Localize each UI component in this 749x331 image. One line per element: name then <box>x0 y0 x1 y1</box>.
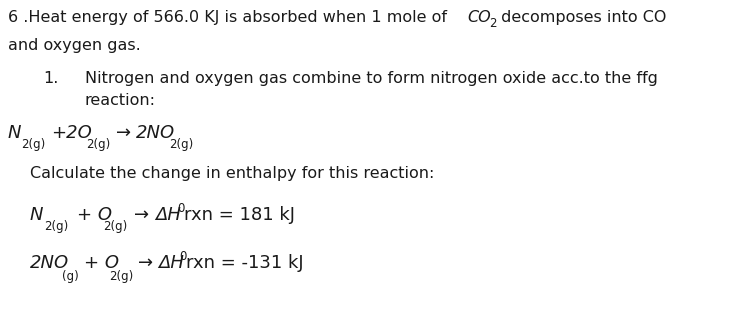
Text: 1.: 1. <box>43 71 58 86</box>
Text: reaction:: reaction: <box>85 93 156 108</box>
Text: + O: + O <box>77 206 112 224</box>
Text: + O: + O <box>84 254 119 272</box>
Text: +2O: +2O <box>51 124 91 142</box>
Text: N: N <box>30 206 43 224</box>
Text: 2(g): 2(g) <box>103 220 127 233</box>
Text: 2: 2 <box>489 17 497 30</box>
Text: ΔH: ΔH <box>158 254 184 272</box>
Text: 2(g): 2(g) <box>86 138 110 151</box>
Text: →: → <box>134 206 149 224</box>
Text: 2(g): 2(g) <box>21 138 45 151</box>
Text: 0: 0 <box>177 202 184 215</box>
Text: N: N <box>8 124 22 142</box>
Text: 2(g): 2(g) <box>44 220 68 233</box>
Text: →: → <box>138 254 153 272</box>
Text: ΔH: ΔH <box>155 206 181 224</box>
Text: 2(g): 2(g) <box>109 270 133 283</box>
Text: 2NO: 2NO <box>30 254 69 272</box>
Text: decomposes into CO: decomposes into CO <box>496 10 667 25</box>
Text: 2NO: 2NO <box>136 124 175 142</box>
Text: rxn = -131 kJ: rxn = -131 kJ <box>186 254 303 272</box>
Text: rxn = 181 kJ: rxn = 181 kJ <box>184 206 295 224</box>
Text: 2(g): 2(g) <box>169 138 193 151</box>
Text: (g): (g) <box>62 270 79 283</box>
Text: →: → <box>116 124 131 142</box>
Text: and oxygen gas.: and oxygen gas. <box>8 38 141 53</box>
Text: 6 .Heat energy of 566.0 KJ is absorbed when 1 mole of: 6 .Heat energy of 566.0 KJ is absorbed w… <box>8 10 452 25</box>
Text: Nitrogen and oxygen gas combine to form nitrogen oxide acc.to the ffg: Nitrogen and oxygen gas combine to form … <box>85 71 658 86</box>
Text: Calculate the change in enthalpy for this reaction:: Calculate the change in enthalpy for thi… <box>30 166 434 181</box>
Text: 0: 0 <box>179 250 187 263</box>
Text: CO: CO <box>467 10 491 25</box>
